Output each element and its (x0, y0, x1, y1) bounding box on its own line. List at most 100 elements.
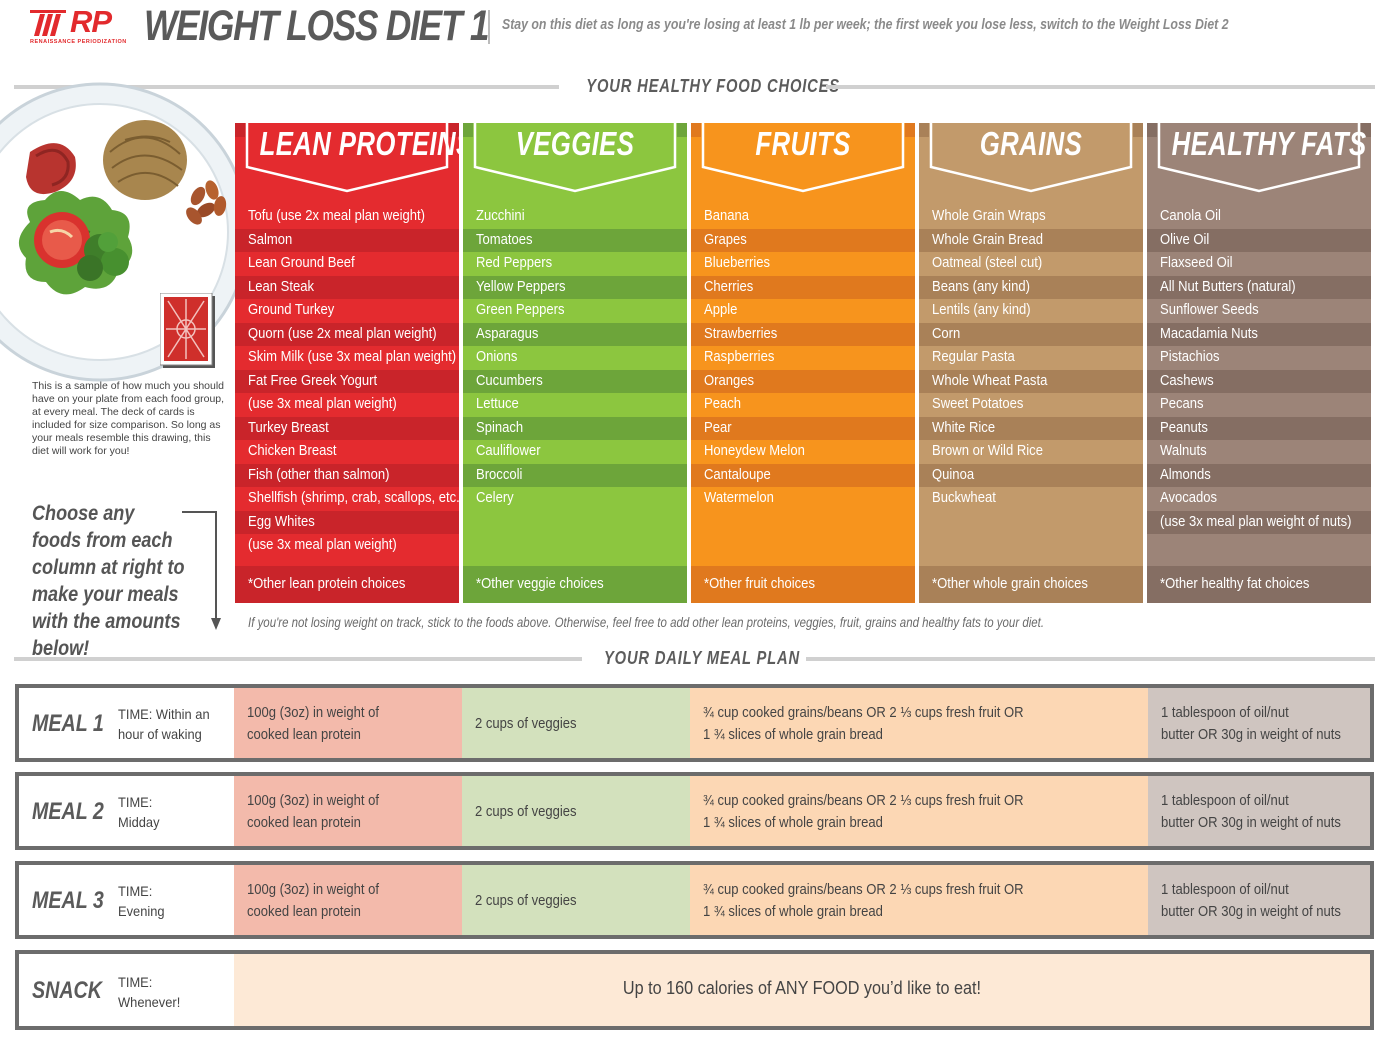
logo-subtext: RENAISSANCE PERIODIZATION (30, 39, 127, 45)
ribbon-banner-icon (691, 123, 915, 203)
ribbon-banner-icon (919, 123, 1143, 203)
food-item: Olive Oil (1147, 228, 1371, 252)
food-item: Flaxseed Oil (1147, 252, 1371, 276)
food-item: Pear (691, 416, 915, 440)
food-item: Canola Oil (1147, 205, 1371, 229)
heading-rule-right (826, 85, 1375, 89)
food-item: Cashews (1147, 369, 1371, 393)
food-item: (use 3x meal plan weight) (235, 393, 459, 417)
food-item: Red Peppers (463, 252, 687, 276)
food-item: Banana (691, 205, 915, 229)
snack-time: TIME: Whenever! (118, 974, 181, 1010)
food-item: Tomatoes (463, 228, 687, 252)
meal-name: MEAL 2 (32, 798, 104, 825)
food-item: Chicken Breast (235, 440, 459, 464)
food-item: Pecans (1147, 393, 1371, 417)
column-veggies: VEGGIES Zucchini Tomatoes Red Peppers Yello… (463, 123, 687, 603)
meal-row-3: MEAL 3 TIME: Evening 100g (3oz) in weight… (15, 861, 1374, 939)
food-item: Spinach (463, 416, 687, 440)
column-header: VEGGIES (463, 123, 687, 203)
protein-portion: 100g (3oz) in weight of cooked lean prote… (234, 688, 462, 758)
food-item: Walnuts (1147, 440, 1371, 464)
food-item: Tofu (use 2x meal plan weight) (235, 205, 459, 229)
fat-portion: 1 tablespoon of oil/nut butter OR 30g in … (1148, 776, 1370, 846)
food-item: Broccoli (463, 463, 687, 487)
food-item: Corn (919, 322, 1143, 346)
meal-plan-heading: YOUR DAILY MEAL PLAN (14, 648, 1375, 668)
snack-name: SNACK (32, 977, 102, 1004)
veggie-portion: 2 cups of veggies (462, 865, 690, 935)
column-items: Canola Oil Olive Oil Flaxseed Oil All Nut B… (1147, 205, 1371, 534)
meal-time: TIME: Evening (118, 883, 165, 919)
food-item: Shellfish (shrimp, crab, scallops, etc.) (235, 487, 459, 511)
ribbon-banner-icon (1147, 123, 1371, 203)
meal-plan-title: YOUR DAILY MEAL PLAN (603, 648, 800, 668)
food-item: Celery (463, 487, 687, 511)
food-item: Quinoa (919, 463, 1143, 487)
column-other-choices: *Other veggie choices (463, 566, 687, 603)
food-item: (use 3x meal plan weight) (235, 534, 459, 558)
column-fruits: FRUITS Banana Grapes Blueberries Cherries Ap… (691, 123, 915, 603)
food-item: Avocados (1147, 487, 1371, 511)
food-item: Turkey Breast (235, 416, 459, 440)
food-item: Quorn (use 2x meal plan weight) (235, 322, 459, 346)
food-item: Whole Grain Wraps (919, 205, 1143, 229)
food-item: Lettuce (463, 393, 687, 417)
column-header: LEAN PROTEINS (235, 123, 473, 203)
food-item: Lean Ground Beef (235, 252, 459, 276)
page-title: WEIGHT LOSS DIET 1 (144, 2, 489, 50)
grain-fruit-portion: ¾ cup cooked grains/beans OR 2 ⅓ cups fr… (690, 865, 1148, 935)
title-divider (488, 10, 490, 44)
logo-bars-icon (30, 10, 66, 36)
header: RP RENAISSANCE PERIODIZATION WEIGHT LOSS… (28, 2, 1378, 50)
food-item: Zucchini (463, 205, 687, 229)
column-items: Whole Grain Wraps Whole Grain Bread Oatmea… (919, 205, 1143, 511)
protein-portion: 100g (3oz) in weight of cooked lean prote… (234, 776, 462, 846)
column-healthy-fats: HEALTHY FATS Canola Oil Olive Oil Flaxseed… (1147, 123, 1371, 603)
food-item: Lentils (any kind) (919, 299, 1143, 323)
food-item: Macadamia Nuts (1147, 322, 1371, 346)
column-items: Zucchini Tomatoes Red Peppers Yellow Pepper… (463, 205, 687, 511)
food-footnote: If you're not losing weight on track, st… (248, 614, 1045, 630)
food-item: Oranges (691, 369, 915, 393)
food-item: Fat Free Greek Yogurt (235, 369, 459, 393)
column-other-choices: *Other healthy fat choices (1147, 566, 1371, 603)
column-lean-proteins: LEAN PROTEINS Tofu (use 2x meal plan wei… (235, 123, 473, 603)
arrow-down-icon (182, 511, 221, 630)
meal-name: MEAL 3 (32, 887, 104, 914)
food-item: Asparagus (463, 322, 687, 346)
food-item: Blueberries (691, 252, 915, 276)
ribbon-banner-icon (463, 123, 687, 203)
food-choices-heading: YOUR HEALTHY FOOD CHOICES (14, 76, 1375, 96)
food-item: Whole Grain Bread (919, 228, 1143, 252)
food-item: Strawberries (691, 322, 915, 346)
column-header: GRAINS (919, 123, 1143, 203)
column-other-choices: *Other whole grain choices (919, 566, 1143, 603)
page-subtitle: Stay on this diet as long as you're losi… (502, 16, 1229, 33)
food-item: Cherries (691, 275, 915, 299)
column-items: Banana Grapes Blueberries Cherries Apple Stra… (691, 205, 915, 511)
food-item: Almonds (1147, 463, 1371, 487)
food-choices-title: YOUR HEALTHY FOOD CHOICES (586, 76, 840, 96)
food-item: Onions (463, 346, 687, 370)
food-item: Honeydew Melon (691, 440, 915, 464)
veggie-portion: 2 cups of veggies (462, 688, 690, 758)
food-item: Cantaloupe (691, 463, 915, 487)
food-item: White Rice (919, 416, 1143, 440)
logo-text: RP (70, 4, 112, 39)
veggie-portion: 2 cups of veggies (462, 776, 690, 846)
meal-time: TIME: Midday (118, 794, 160, 830)
fat-portion: 1 tablespoon of oil/nut butter OR 30g in … (1148, 865, 1370, 935)
column-title: GRAINS (979, 125, 1083, 162)
grain-fruit-portion: ¾ cup cooked grains/beans OR 2 ⅓ cups fr… (690, 776, 1148, 846)
food-item: Cucumbers (463, 369, 687, 393)
food-item: Sweet Potatoes (919, 393, 1143, 417)
food-item: Whole Wheat Pasta (919, 369, 1143, 393)
column-grains: GRAINS Whole Grain Wraps Whole Grain Brea… (919, 123, 1143, 603)
food-item: Regular Pasta (919, 346, 1143, 370)
column-title: HEALTHY FATS (1171, 125, 1367, 162)
food-item: Skim Milk (use 3x meal plan weight) (235, 346, 459, 370)
food-item: Pistachios (1147, 346, 1371, 370)
food-item: Peanuts (1147, 416, 1371, 440)
food-item: (use 3x meal plan weight of nuts) (1147, 510, 1371, 534)
